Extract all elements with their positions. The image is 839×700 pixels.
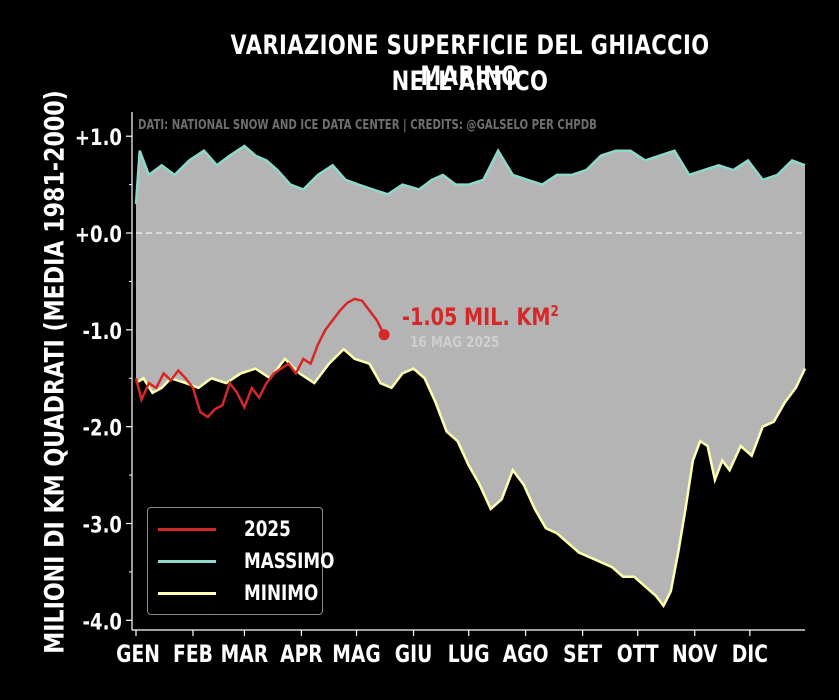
y-axis-label: MILIONI DI KM QUADRATI (MEDIA 1981-2000) [39, 90, 71, 654]
annotation-value-text: -1.05 MIL. KM [402, 303, 551, 331]
series-line-minimo [135, 347, 807, 609]
series-lines [134, 144, 807, 609]
x-tick-label: MAG [332, 641, 380, 669]
chart-title-line-2: NELL'ARTICO [391, 66, 549, 97]
x-tick-label: DIC [732, 641, 768, 669]
legend-label-massimo: MASSIMO [244, 549, 335, 573]
tick-labels: +1.0 +0.0 -1.0 -2.0 -3.0 -4.0 GEN FEB MAR APR MAG G… [75, 124, 768, 668]
annotation-date: 16 MAG 2025 [410, 333, 500, 351]
series-end-point-2025 [378, 329, 390, 341]
series-line-2025 [134, 297, 386, 419]
y-tick-label: +1.0 [75, 124, 122, 150]
legend-swatch-massimo [158, 559, 216, 563]
legend-item-massimo: MASSIMO [158, 549, 357, 573]
legend-swatch-2025 [158, 527, 216, 531]
x-tick-label: NOV [672, 641, 718, 669]
y-tick-label: -1.0 [83, 318, 122, 344]
x-tick-label: FEB [173, 641, 213, 669]
legend-label-minimo: MINIMO [244, 581, 319, 605]
x-tick-label: OTT [617, 641, 659, 669]
x-tick-label: GIU [395, 641, 433, 669]
chart-title-line-1: VARIAZIONE SUPERFICIE DEL GHIACCIO MARIN… [230, 30, 710, 92]
annotation-superscript: 2 [550, 302, 559, 320]
y-tick-label: -2.0 [83, 415, 122, 441]
min-max-band [136, 145, 805, 606]
x-tick-label: MAR [221, 641, 269, 669]
x-tick-label: SET [563, 641, 602, 669]
legend-item-minimo: MINIMO [158, 581, 337, 605]
y-tick-label: -4.0 [83, 609, 122, 635]
x-tick-label: GEN [116, 641, 160, 669]
x-tick-label: AGO [503, 641, 549, 669]
x-tick-label: LUG [448, 641, 490, 669]
legend-swatch-minimo [158, 591, 216, 595]
legend-label-2025: 2025 [244, 517, 291, 541]
legend-item-2025: 2025 [158, 517, 302, 541]
band-area [136, 145, 805, 606]
x-tick-label: APR [280, 641, 323, 669]
axes [126, 112, 805, 636]
legend: 2025 MASSIMO MINIMO [147, 507, 334, 615]
y-tick-label: -3.0 [83, 512, 122, 538]
annotation-value: -1.05 MIL. KM2 [402, 302, 559, 331]
y-tick-label: +0.0 [75, 221, 122, 247]
data-credit: DATI: NATIONAL SNOW AND ICE DATA CENTER … [138, 118, 597, 133]
series-line-massimo [134, 144, 806, 205]
